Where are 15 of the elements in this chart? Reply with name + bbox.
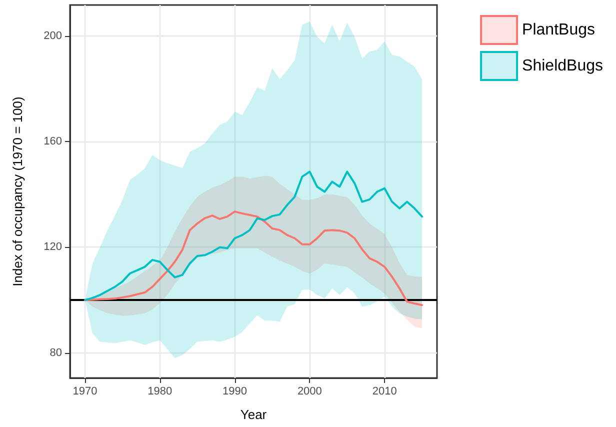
y-tick-label: 160	[44, 136, 62, 148]
legend-label: ShieldBugs	[522, 58, 604, 74]
x-tick-label: 2000	[297, 386, 322, 398]
y-axis-title: Index of occupancy (1970 = 100)	[10, 96, 25, 286]
x-tick-label: 1970	[72, 386, 98, 398]
line-series	[84, 210, 424, 306]
y-tick-label: 80	[50, 346, 62, 359]
y-tick-label: 200	[44, 30, 62, 42]
x-tick-label: 1980	[148, 386, 172, 398]
x-tick-label: 2010	[372, 386, 397, 398]
x-tick-label: 1990	[222, 386, 248, 398]
legend-label: PlantBugs	[522, 22, 595, 38]
y-tick-label: 120	[44, 241, 62, 254]
x-axis-title: Year	[240, 407, 268, 422]
line-series	[84, 170, 424, 302]
